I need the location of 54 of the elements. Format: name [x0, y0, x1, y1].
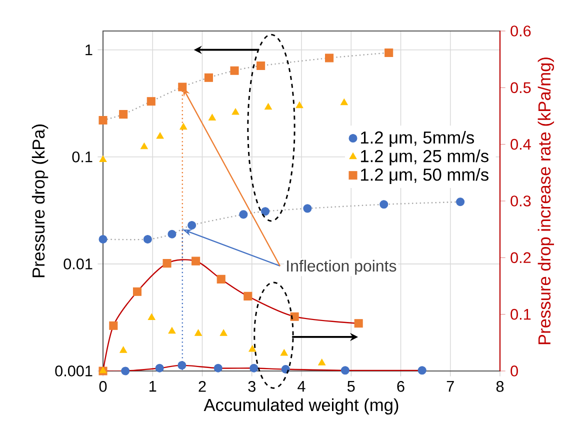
y-tick-label: 0.001: [55, 366, 92, 376]
y2-tick-label: 0.2: [510, 252, 531, 264]
y2-tick-label: 0.1: [510, 308, 531, 320]
y2-tick-label: 0.6: [510, 26, 531, 36]
y-tick-label: 0.01: [64, 258, 92, 270]
y-axis-title: Pressure drop (kPa): [32, 124, 48, 278]
y2-tick-label: 0.5: [510, 82, 531, 94]
point: [261, 207, 270, 216]
point: [98, 235, 108, 244]
x-tick-label: 8: [496, 381, 504, 392]
point: [180, 123, 188, 130]
point: [146, 97, 156, 106]
y2-axis-title: Pressure drop increase rate (kPa/mg): [538, 58, 554, 344]
point: [456, 198, 465, 206]
point: [256, 62, 266, 70]
x-tick-label: 3: [248, 381, 256, 392]
x-axis-title: Accumulated weight (mg): [204, 398, 398, 415]
x-tick-label: 2: [198, 381, 206, 392]
point: [325, 54, 334, 62]
annotation: Inflection points: [287, 260, 396, 275]
point: [384, 48, 394, 57]
point: [178, 82, 187, 92]
y2-tick-label: 0.4: [510, 138, 531, 150]
point: [140, 142, 148, 150]
point: [99, 156, 107, 162]
point: [380, 200, 388, 209]
x-tick-label: 0: [99, 381, 107, 392]
y-tick-label: 0.1: [72, 151, 92, 162]
point: [230, 66, 239, 75]
legend-label: 1.2 μm, 50 mm/s: [360, 168, 488, 184]
point: [188, 220, 196, 230]
point: [239, 210, 248, 219]
point: [204, 73, 213, 82]
y2-tick-label: 0: [510, 366, 518, 376]
x-tick-label: 4: [298, 381, 306, 392]
point: [232, 108, 240, 115]
point: [340, 98, 348, 106]
x-tick-label: 7: [446, 381, 454, 392]
point: [156, 132, 164, 139]
point: [208, 114, 216, 120]
point: [119, 110, 128, 119]
point: [98, 116, 108, 125]
legend-label: 1.2 μm, 25 mm/s: [360, 150, 488, 166]
point: [296, 102, 304, 108]
x-tick-label: 1: [150, 381, 156, 392]
point: [303, 204, 312, 213]
legend-label: 1.2 μm, 5mm/s: [360, 130, 474, 147]
y2-tick-label: 0.3: [510, 196, 531, 206]
point: [264, 103, 272, 110]
point: [143, 235, 152, 244]
x-tick-label: 6: [397, 381, 404, 392]
x-tick-label: 5: [347, 381, 355, 392]
point: [168, 230, 176, 238]
y-tick-label: 1: [86, 44, 92, 56]
